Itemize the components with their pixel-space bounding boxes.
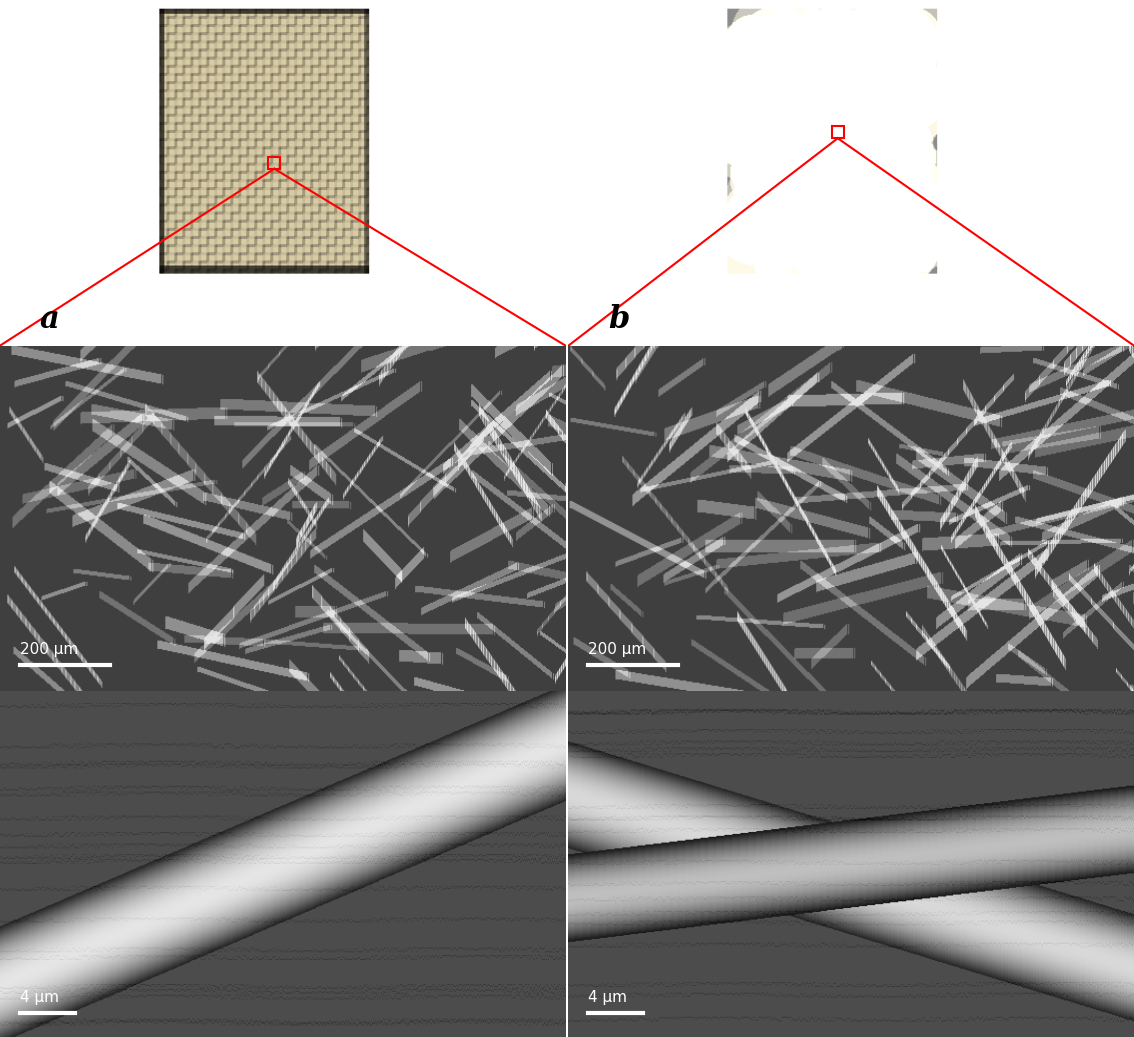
Bar — [269, 157, 280, 169]
Text: b: b — [608, 304, 629, 335]
Bar — [831, 127, 844, 138]
Text: 4 μm: 4 μm — [589, 990, 627, 1005]
Text: a: a — [40, 304, 59, 335]
Text: 200 μm: 200 μm — [20, 642, 78, 656]
Text: 4 μm: 4 μm — [20, 990, 59, 1005]
Text: 200 μm: 200 μm — [589, 642, 646, 656]
